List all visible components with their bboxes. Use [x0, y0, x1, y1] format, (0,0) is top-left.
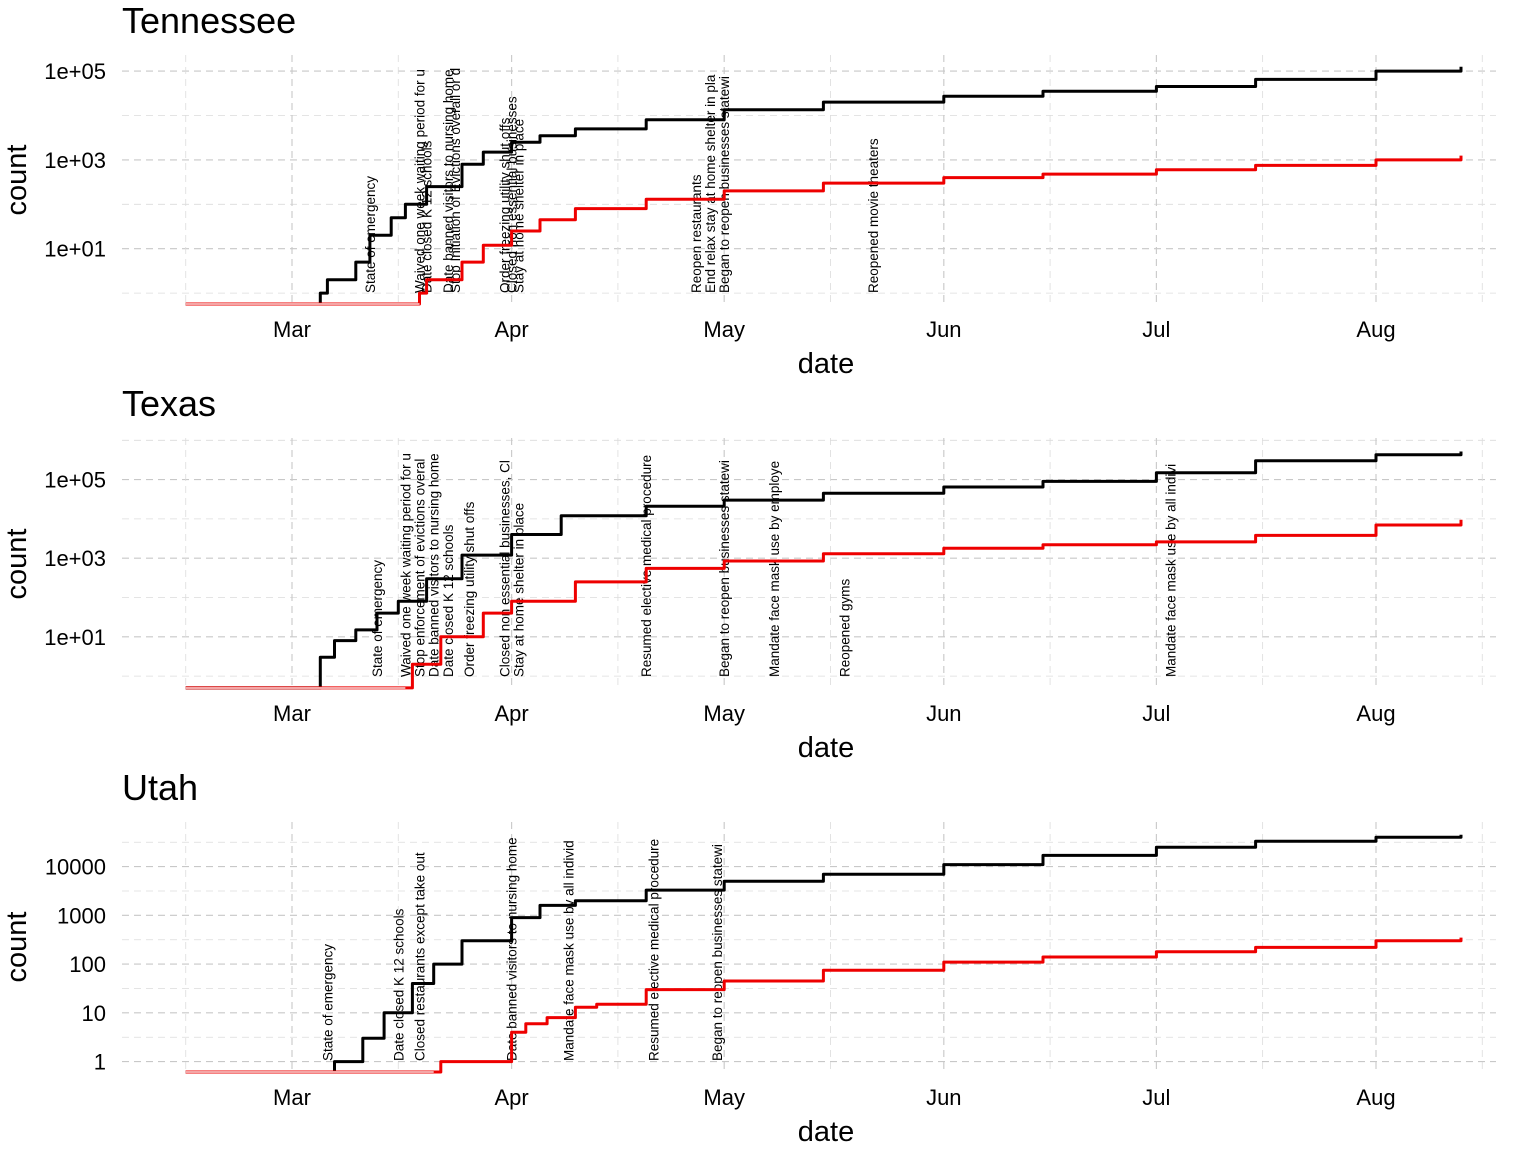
x-tick-label: Apr	[495, 1085, 529, 1110]
x-tick-label: Mar	[273, 317, 311, 342]
series-line-black	[185, 66, 1463, 306]
series-line-black	[185, 834, 1463, 1074]
event-annotation: Closed restaurants except take out	[413, 852, 428, 1061]
event-annotation: Stop enforcement of evictions overal	[413, 459, 428, 677]
y-axis-title: count	[1, 912, 33, 983]
x-axis-title: date	[798, 348, 854, 380]
panel-title: Utah	[122, 767, 198, 808]
x-tick-label: Jul	[1142, 701, 1170, 726]
event-annotation: Mandate face mask use by all individ	[561, 840, 576, 1061]
x-tick-label: Aug	[1356, 1085, 1395, 1110]
event-annotation: Reopen restaurants	[689, 174, 704, 293]
y-axis-title: count	[1, 529, 33, 600]
x-tick-label: Mar	[273, 1085, 311, 1110]
event-annotation: Stay at home shelter in place	[512, 119, 527, 293]
event-annotation: Stay at home shelter in place	[512, 503, 527, 677]
event-annotation: Reopened movie theaters	[866, 138, 881, 293]
x-tick-label: Apr	[495, 317, 529, 342]
x-axis-title: date	[798, 732, 854, 764]
y-tick-label: 1e+05	[44, 59, 106, 84]
x-tick-label: Jul	[1142, 317, 1170, 342]
x-tick-label: Aug	[1356, 317, 1395, 342]
event-annotation: Closed non essential businesses, Cl	[498, 460, 513, 677]
chart-panel-utah: 1 10 100 1000 10000 Mar Apr May Jun Jul Aug date cou…	[1, 767, 1496, 1148]
series-line-black	[185, 451, 1463, 690]
y-tick-label: 1000	[57, 903, 106, 928]
event-annotation: Order freezing utility shut offs	[498, 117, 513, 293]
event-annotation: State of emergency	[320, 944, 335, 1061]
x-tick-label: Jun	[926, 701, 961, 726]
x-tick-label: Aug	[1356, 701, 1395, 726]
series-line-red	[185, 937, 1463, 1074]
x-axis-title: date	[798, 1116, 854, 1148]
y-tick-label: 1e+03	[44, 148, 106, 173]
event-annotation: Date closed K 12 schools	[391, 908, 406, 1061]
event-annotation: Mandate face mask use by employe	[767, 461, 782, 677]
event-annotation: Began to reopen businesses statewi	[710, 844, 725, 1061]
event-annotation: Stop Initiation of Evictions overall or …	[448, 68, 463, 293]
event-annotation: Resumed elective medical procedure	[646, 839, 661, 1061]
y-tick-label: 1e+01	[44, 625, 106, 650]
panel-title: Texas	[122, 383, 216, 424]
y-axis-title: count	[1, 145, 33, 216]
event-annotation: Date banned visitors to nursing home	[505, 837, 520, 1061]
y-tick-label: 10	[82, 1001, 106, 1026]
x-tick-label: Mar	[273, 701, 311, 726]
event-annotation: Reopened gyms	[838, 578, 853, 677]
event-annotation: Began to reopen businesses statewi	[717, 76, 732, 293]
x-tick-label: May	[703, 317, 745, 342]
series-line-red	[185, 155, 1463, 306]
x-tick-label: May	[703, 701, 745, 726]
y-tick-label: 1e+05	[44, 468, 106, 493]
y-tick-label: 100	[69, 952, 106, 977]
x-tick-label: Jun	[926, 1085, 961, 1110]
panel-title: Tennessee	[122, 0, 296, 41]
event-annotation: Waived one week waiting period for u	[413, 69, 428, 293]
event-annotation: Date banned visitors to nursing home	[427, 453, 442, 677]
event-annotation: Mandate face mask use by all indivi	[1164, 464, 1179, 677]
x-tick-label: May	[703, 1085, 745, 1110]
event-annotation: Date closed K 12 schools	[441, 524, 456, 677]
x-tick-label: Jun	[926, 317, 961, 342]
event-annotation: End relax stay at home shelter in pla	[703, 74, 718, 293]
chart-panel-texas: 1e+01 1e+03 1e+05 Mar Apr May Jun Jul Aug date cou…	[1, 383, 1496, 764]
y-tick-label: 10000	[45, 855, 106, 880]
event-annotation: Resumed elective medical procedure	[639, 455, 654, 677]
y-tick-label: 1e+01	[44, 237, 106, 262]
x-tick-label: Jul	[1142, 1085, 1170, 1110]
event-annotation: Date banned visitors to nursing home	[441, 69, 456, 293]
y-tick-label: 1	[94, 1050, 106, 1075]
chart-panel-tennessee: 1e+01 1e+03 1e+05 Mar Apr May Jun Jul Aug date cou…	[1, 0, 1496, 380]
x-tick-label: Apr	[495, 701, 529, 726]
event-annotation: Order freezing utility shut offs	[462, 501, 477, 677]
event-annotation: Waived one week waiting period for u	[398, 453, 413, 677]
series-line-red	[185, 519, 1463, 690]
y-tick-label: 1e+03	[44, 546, 106, 571]
event-annotation: Date closed K 12 schools	[420, 140, 435, 293]
